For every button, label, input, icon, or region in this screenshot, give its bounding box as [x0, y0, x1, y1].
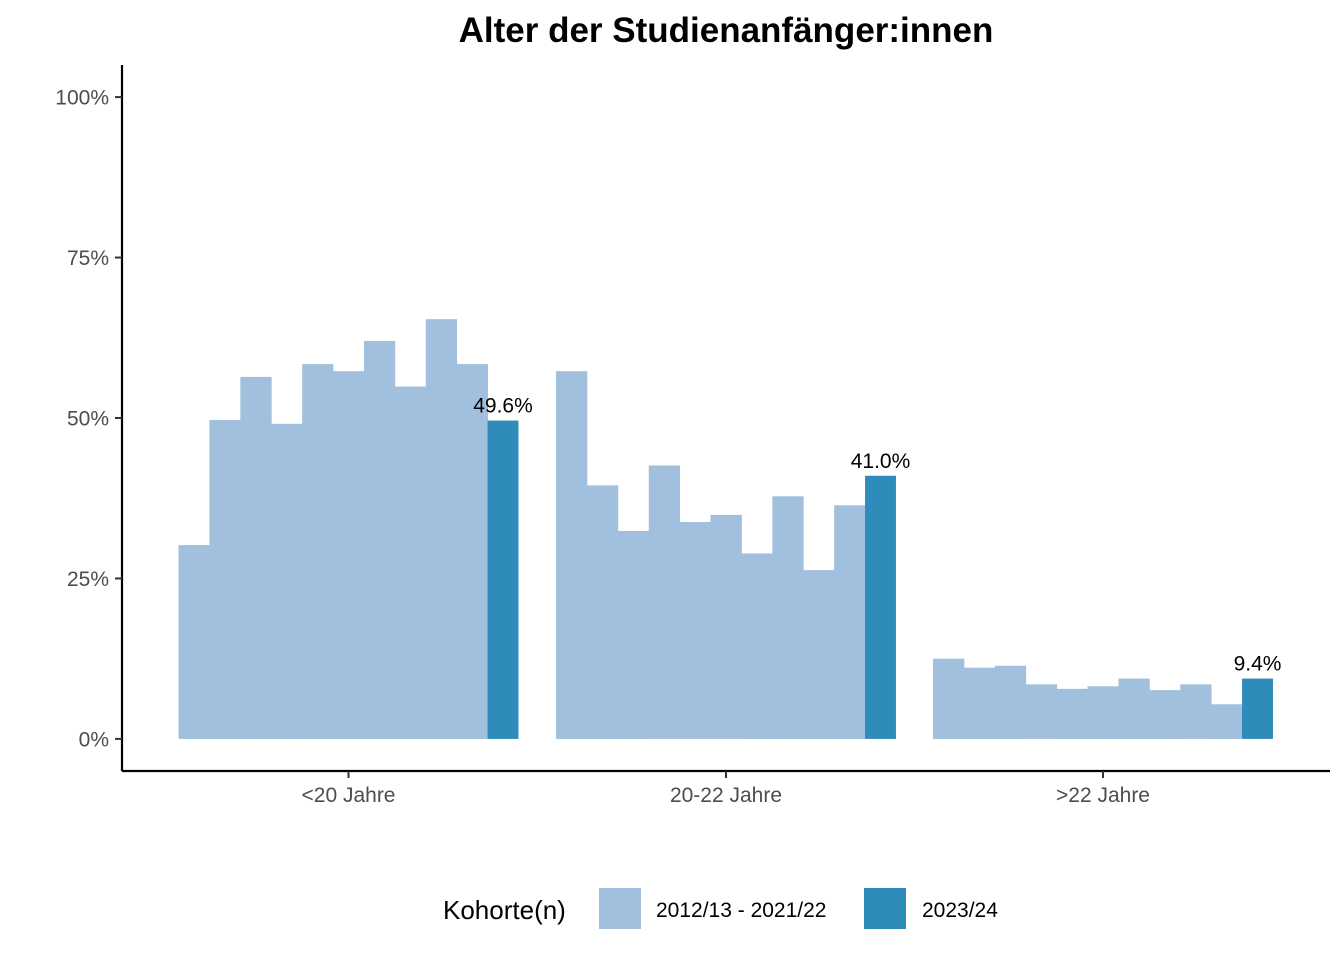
x-tick-label-1: 20-22 Jahre: [670, 784, 782, 807]
bar-historic-0-5: [333, 371, 365, 739]
bar-historic-1-9: [834, 505, 866, 739]
bar-historic-2-1: [963, 667, 996, 739]
bar-current-1: [865, 475, 896, 739]
legend-swatch-historic: [599, 888, 641, 929]
bar-historic-0-7: [394, 386, 427, 739]
bar-historic-0-2: [240, 376, 272, 739]
legend-label-current: 2023/24: [922, 899, 998, 922]
legend-swatch-current: [864, 888, 906, 929]
data-labels-group: 49.6% 41.0% 9.4%: [473, 395, 1281, 676]
bar-historic-1-6: [741, 553, 773, 739]
bar-historic-1-5: [710, 514, 742, 739]
bar-historic-2-8: [1180, 684, 1212, 739]
bar-historic-2-0: [933, 658, 965, 739]
bar-historic-1-7: [772, 496, 804, 739]
legend: Kohorte(n) 2012/13 - 2021/22 2023/24: [443, 888, 998, 929]
bar-historic-1-3: [648, 465, 681, 739]
bar-historic-2-4: [1056, 688, 1088, 739]
y-tick-label-0: 0%: [79, 728, 109, 751]
y-axis: 0% 25% 50% 75% 100%: [55, 65, 124, 771]
bar-current-0: [487, 420, 519, 739]
bar-historic-0-3: [271, 423, 303, 739]
bar-historic-0-6: [363, 340, 396, 739]
bar-historic-1-8: [803, 570, 835, 739]
bar-historic-2-7: [1149, 690, 1181, 739]
bar-historic-0-9: [456, 364, 488, 739]
bar-historic-0-1: [209, 419, 241, 739]
legend-title: Kohorte(n): [443, 895, 566, 925]
bar-historic-2-6: [1118, 678, 1150, 739]
bar-historic-2-3: [1025, 684, 1058, 739]
x-axis: <20 Jahre 20-22 Jahre >22 Jahre: [122, 769, 1330, 807]
bar-current-2: [1242, 678, 1273, 739]
legend-label-historic: 2012/13 - 2021/22: [656, 899, 826, 922]
y-tick-label-2: 50%: [67, 408, 109, 431]
data-label-current-1: 41.0%: [851, 450, 911, 473]
bar-historic-0-0: [178, 545, 210, 739]
chart-title: Alter der Studienanfänger:innen: [459, 11, 994, 50]
bar-historic-1-0: [556, 371, 588, 739]
bar-historic-2-2: [994, 665, 1027, 739]
bar-historic-1-4: [679, 521, 711, 739]
bar-historic-2-5: [1087, 686, 1119, 739]
bar-historic-1-1: [586, 485, 619, 739]
bar-historic-0-4: [302, 364, 334, 739]
bars-group: [178, 319, 1273, 739]
y-tick-label-1: 25%: [67, 568, 109, 591]
y-tick-label-3: 75%: [67, 247, 109, 270]
data-label-current-2: 9.4%: [1234, 653, 1282, 676]
y-tick-label-4: 100%: [55, 87, 109, 110]
bar-historic-2-9: [1211, 704, 1243, 739]
x-tick-label-0: <20 Jahre: [302, 784, 396, 807]
x-tick-label-2: >22 Jahre: [1056, 784, 1150, 807]
data-label-current-0: 49.6%: [473, 395, 533, 418]
bar-historic-1-2: [617, 530, 650, 739]
bar-historic-0-8: [425, 319, 458, 739]
